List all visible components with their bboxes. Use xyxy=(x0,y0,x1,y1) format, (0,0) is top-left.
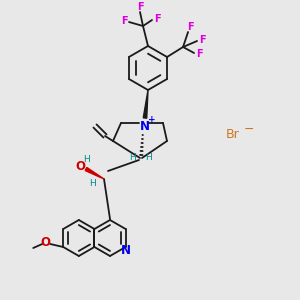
Text: F: F xyxy=(187,22,194,32)
Text: H: H xyxy=(90,179,96,188)
Text: +: + xyxy=(148,116,156,124)
Text: O: O xyxy=(40,236,50,250)
Text: O: O xyxy=(75,160,85,172)
Polygon shape xyxy=(143,90,148,118)
Text: H: H xyxy=(129,152,135,161)
Text: F: F xyxy=(196,49,202,59)
Text: N: N xyxy=(140,119,150,133)
Polygon shape xyxy=(85,167,104,179)
Text: H: H xyxy=(84,155,90,164)
Text: F: F xyxy=(154,14,160,24)
Text: −: − xyxy=(244,122,254,136)
Text: H: H xyxy=(145,152,152,161)
Text: N: N xyxy=(121,244,130,256)
Text: F: F xyxy=(199,35,206,45)
Text: Br: Br xyxy=(226,128,240,142)
Text: F: F xyxy=(137,2,143,12)
Text: F: F xyxy=(121,16,127,26)
